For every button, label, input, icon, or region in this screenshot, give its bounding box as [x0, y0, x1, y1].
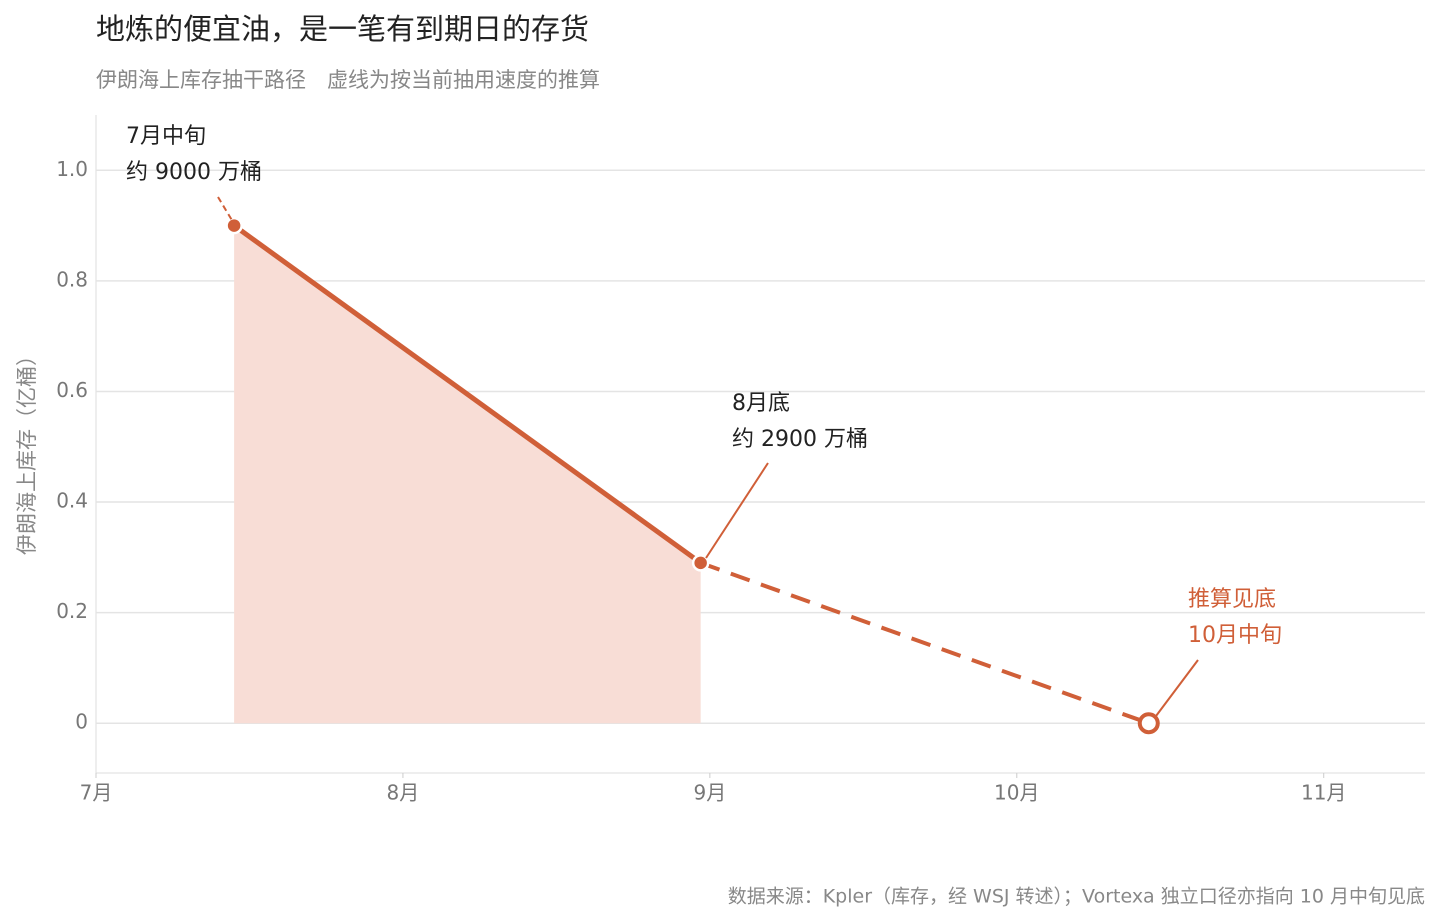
y-tick-label: 0: [75, 710, 88, 734]
y-axis-label: 伊朗海上库存（亿桶）: [15, 345, 39, 555]
data-point: [1137, 712, 1160, 735]
series-line: [232, 223, 703, 565]
annotation-leader: [705, 462, 769, 559]
chart-title: 地炼的便宜油，是一笔有到期日的存货: [96, 12, 589, 46]
annotation-leader: [1155, 659, 1199, 717]
series-line: [699, 560, 1150, 726]
annotation-text: 10月中旬: [1188, 623, 1282, 648]
source-note: 数据来源：Kpler（库存，经 WSJ 转述）；Vortexa 独立口径亦指向 …: [728, 886, 1425, 908]
y-tick-label: 0.4: [56, 489, 88, 513]
y-tick-label: 0.6: [56, 378, 88, 402]
x-tick-label: 8月: [387, 781, 420, 805]
annotation-text: 约 2900 万桶: [732, 427, 868, 452]
y-tick-label: 0.2: [56, 599, 88, 623]
annotation-text: 约 9000 万桶: [126, 160, 262, 185]
annotation-text: 7月中旬: [126, 124, 206, 149]
x-tick-label: 9月: [693, 781, 726, 805]
annotation-text: 8月底: [732, 391, 790, 416]
annotation-leader: [217, 196, 234, 223]
annotation-text: 推算见底: [1188, 587, 1276, 612]
data-point: [691, 554, 710, 572]
y-tick-label: 0.8: [56, 267, 88, 291]
x-tick-label: 11月: [1301, 781, 1346, 805]
x-tick-label: 10月: [994, 781, 1039, 805]
y-tick-label: 1.0: [56, 157, 88, 181]
data-point: [225, 216, 243, 235]
area: [234, 225, 701, 724]
chart-subtitle: 伊朗海上库存抽干路径 虚线为按当前抽用速度的推算: [96, 68, 600, 92]
x-tick-label: 7月: [80, 781, 113, 805]
